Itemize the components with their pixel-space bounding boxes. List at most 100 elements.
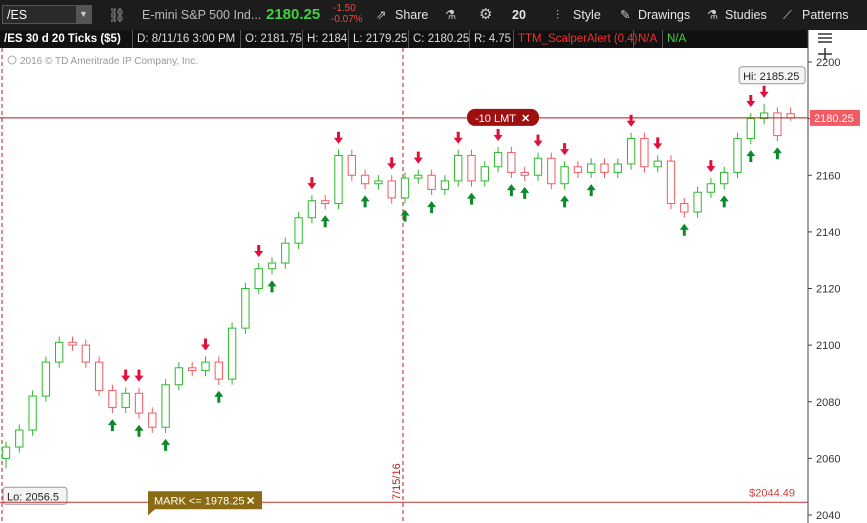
candle-body (746, 118, 755, 139)
toolbar: /ES ▼ ⛓ E-mini S&P 500 Ind... 2180.25 -1… (0, 0, 867, 31)
mark-label: MARK <= 1978.25 (154, 495, 245, 507)
link-icon[interactable]: ⛓ (108, 7, 126, 23)
candle-body (188, 367, 197, 372)
candle-body (666, 160, 676, 205)
y-tick-label: 2200 (816, 57, 840, 69)
sell-arrow (307, 177, 317, 190)
y-tick-label: 2140 (816, 227, 840, 239)
lo-label-box (2, 486, 68, 505)
order-close: ✕ (521, 113, 530, 125)
candle-body (254, 268, 263, 289)
buy-arrow (360, 195, 370, 208)
candle-body (227, 327, 237, 380)
share-button[interactable]: Share (395, 8, 429, 22)
candle-body (161, 384, 170, 428)
hi-label: Hi: 2185.25 (743, 71, 799, 83)
buy-arrow (427, 201, 437, 214)
copyright: 2016 © TD Ameritrade IP Company, Inc. (20, 56, 198, 67)
buy-arrow (267, 280, 277, 293)
candle-body (653, 160, 662, 168)
sell-arrow (387, 157, 397, 170)
candle-body (454, 154, 463, 182)
candle-body (427, 174, 436, 190)
candle-body (28, 395, 37, 431)
flex-grid[interactable]: 20 (512, 8, 526, 22)
candle-body (241, 288, 250, 329)
price-axis-bg (808, 30, 867, 523)
candle-body (15, 429, 24, 448)
candle-body (480, 166, 489, 182)
candle-body (81, 344, 90, 363)
candle-body (693, 191, 702, 213)
candle-body (307, 200, 317, 219)
sell-arrow (134, 369, 144, 382)
order-label: -10 LMT (475, 113, 516, 125)
sell-arrow (121, 369, 131, 382)
change-pct: -0.07% (331, 14, 363, 25)
chart: 7/15/16 2016 © TD Ameritrade IP Company,… (0, 30, 867, 523)
last-price: 2180.25 (266, 6, 321, 23)
buy-arrow (134, 424, 144, 437)
header-item: O: 2181.75 (240, 30, 306, 48)
sell-arrow (746, 94, 756, 107)
candle-body (533, 157, 543, 176)
buy-arrow (772, 147, 782, 160)
studies-button[interactable]: Studies (725, 8, 767, 22)
chart-header: /ES 30 d 20 Ticks ($5) D: 8/11/16 3:00 P… (0, 30, 808, 48)
candle-body (680, 203, 689, 213)
symbol-box[interactable]: /ES (2, 5, 92, 24)
price-tag-label: 2180.25 (814, 113, 854, 125)
y-tick-label: 2040 (816, 510, 840, 522)
drawings-button[interactable]: Drawings (638, 8, 691, 22)
drawings-icon[interactable]: ✎ (620, 8, 631, 22)
candle-body (440, 180, 450, 190)
header-item: L: 2179.25 (348, 30, 411, 48)
buy-arrow (506, 184, 516, 197)
flask-icon[interactable]: ⚗ (445, 8, 457, 22)
patterns-icon[interactable]: ⟋ (783, 8, 792, 22)
candle-body (68, 341, 77, 346)
candle-body (773, 112, 782, 137)
style-button[interactable]: Style (573, 8, 601, 22)
header-item: R: 4.75 (469, 30, 515, 48)
buy-arrow (107, 419, 117, 432)
symbol-dropdown[interactable]: ▼ (76, 6, 91, 23)
candle-body (121, 392, 130, 408)
candle-body (759, 112, 769, 120)
y-tick-label: 2100 (816, 340, 840, 352)
sell-arrow (201, 338, 210, 351)
candle-body (374, 180, 383, 185)
candle-body (587, 163, 596, 173)
candle-body (1, 446, 11, 459)
buy-arrow (214, 390, 224, 403)
studies-icon[interactable]: ⚗ (707, 8, 719, 22)
mark-close: ✕ (246, 495, 255, 507)
style-icon[interactable]: ⫶ (556, 8, 560, 22)
y-tick-label: 2160 (816, 170, 840, 182)
candle-body (547, 157, 556, 185)
buy-arrow (400, 209, 410, 222)
y-tick-label: 2120 (816, 284, 840, 296)
candle-body (41, 361, 51, 397)
buy-arrow (560, 195, 570, 208)
candle-body (94, 361, 104, 391)
copyright-icon (7, 55, 17, 65)
hi-label-box (738, 66, 806, 85)
sell-arrow (626, 114, 636, 127)
candle-body (720, 171, 729, 185)
study-value: N/A (662, 30, 690, 48)
candle-body (600, 163, 609, 173)
candle-body (493, 152, 503, 168)
candle-body (560, 166, 569, 185)
patterns-button[interactable]: Patterns (802, 8, 849, 22)
candle-body (733, 137, 742, 173)
candle-body (267, 262, 277, 270)
header-item: D: 8/11/16 3:00 PM (132, 30, 239, 48)
settings-icon[interactable]: ⚙ (479, 6, 493, 23)
header-item: /ES 30 d 20 Ticks ($5) (4, 33, 121, 45)
sell-arrow (413, 151, 423, 164)
candle-body (148, 412, 157, 428)
share-icon[interactable]: ⇗ (376, 8, 387, 22)
candle-body (108, 389, 117, 408)
